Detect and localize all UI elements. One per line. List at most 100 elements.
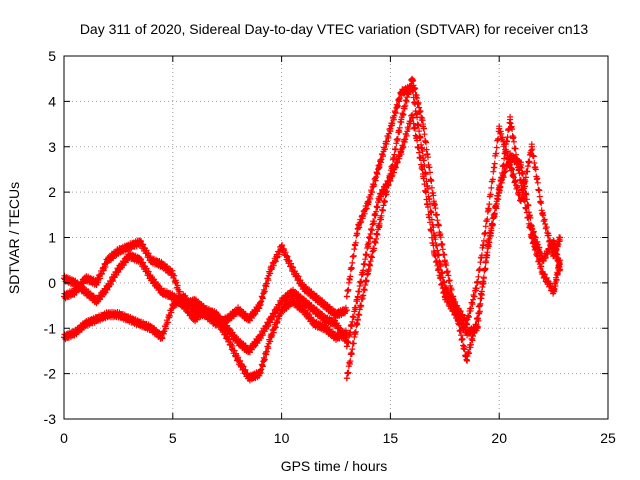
data-point bbox=[333, 320, 339, 327]
data-point bbox=[104, 257, 111, 264]
data-point bbox=[517, 180, 524, 187]
data-point bbox=[420, 170, 427, 177]
y-tick-label: 4 bbox=[48, 93, 56, 109]
x-tick-label: 5 bbox=[169, 430, 177, 446]
data-point bbox=[115, 311, 122, 318]
data-point bbox=[322, 325, 329, 332]
chart-title: Day 311 of 2020, Sidereal Day-to-day VTE… bbox=[80, 21, 589, 37]
data-point bbox=[463, 329, 470, 336]
data-point bbox=[71, 288, 78, 295]
data-point bbox=[311, 293, 318, 300]
data-point bbox=[496, 125, 503, 132]
data-point bbox=[82, 320, 89, 327]
data-point bbox=[485, 239, 492, 246]
data-point bbox=[169, 293, 176, 300]
data-point bbox=[409, 111, 416, 118]
data-point bbox=[354, 225, 361, 232]
data-point bbox=[245, 347, 252, 354]
data-point bbox=[409, 84, 416, 91]
x-tick-label: 25 bbox=[600, 430, 616, 446]
data-point bbox=[245, 375, 252, 382]
data-point bbox=[256, 370, 263, 377]
series-track-f bbox=[343, 111, 564, 350]
data-point bbox=[463, 357, 470, 364]
y-tick-label: 5 bbox=[48, 48, 56, 64]
data-point bbox=[126, 243, 133, 250]
y-tick-label: 3 bbox=[48, 139, 56, 155]
y-axis-label: SDTVAR / TECUs bbox=[6, 182, 22, 294]
series-track-c bbox=[61, 237, 350, 356]
data-point bbox=[398, 116, 405, 123]
data-point bbox=[191, 316, 198, 323]
data-point bbox=[496, 189, 503, 196]
data-point bbox=[104, 311, 111, 318]
data-point bbox=[474, 279, 481, 286]
data-point bbox=[376, 193, 383, 200]
data-point bbox=[224, 334, 231, 341]
data-point bbox=[93, 279, 100, 286]
data-point bbox=[71, 279, 78, 286]
y-tick-label: 2 bbox=[48, 184, 56, 200]
data-point bbox=[71, 329, 78, 336]
data-point bbox=[409, 75, 416, 82]
data-point bbox=[539, 270, 546, 277]
data-point bbox=[441, 257, 448, 264]
data-point bbox=[213, 311, 220, 318]
data-point bbox=[137, 257, 144, 264]
data-point bbox=[333, 334, 339, 341]
y-tick-label: 0 bbox=[48, 275, 56, 291]
data-point bbox=[365, 266, 372, 273]
y-tick-label: -1 bbox=[44, 320, 57, 336]
data-point bbox=[158, 261, 165, 268]
data-point bbox=[550, 288, 557, 295]
data-point bbox=[148, 325, 155, 332]
data-point bbox=[256, 302, 263, 309]
data-point bbox=[474, 325, 481, 332]
data-point bbox=[387, 175, 394, 182]
series-track-e bbox=[343, 82, 564, 328]
data-point bbox=[158, 334, 165, 341]
data-point bbox=[148, 275, 155, 282]
data-point bbox=[430, 248, 437, 255]
data-point bbox=[126, 316, 133, 323]
data-point bbox=[235, 307, 242, 314]
data-point bbox=[104, 284, 111, 291]
grid-lines bbox=[64, 56, 608, 419]
data-point bbox=[300, 298, 307, 305]
data-point bbox=[148, 257, 155, 264]
x-tick-label: 20 bbox=[491, 430, 507, 446]
data-point bbox=[539, 211, 546, 218]
data-point bbox=[557, 257, 564, 264]
data-point bbox=[550, 252, 557, 259]
data-point bbox=[245, 316, 252, 323]
x-tick-label: 15 bbox=[383, 430, 399, 446]
data-point bbox=[137, 320, 144, 327]
data-point bbox=[322, 316, 329, 323]
data-point bbox=[420, 121, 427, 128]
data-point bbox=[452, 311, 459, 318]
data-marks bbox=[61, 75, 564, 384]
data-point bbox=[169, 270, 176, 277]
data-point bbox=[343, 307, 350, 314]
data-point bbox=[311, 320, 318, 327]
y-tick-label: -2 bbox=[44, 366, 57, 382]
data-point bbox=[333, 311, 339, 318]
y-tick-label: -3 bbox=[44, 411, 57, 427]
data-point bbox=[539, 257, 546, 264]
data-point bbox=[507, 161, 514, 168]
data-point bbox=[93, 298, 100, 305]
data-point bbox=[202, 307, 209, 314]
data-point bbox=[267, 266, 274, 273]
data-point bbox=[441, 293, 448, 300]
data-point bbox=[365, 239, 372, 246]
data-point bbox=[398, 89, 405, 96]
data-point bbox=[557, 234, 564, 241]
data-point bbox=[507, 116, 514, 123]
data-point bbox=[191, 307, 198, 314]
data-point bbox=[82, 288, 89, 295]
data-point bbox=[376, 161, 383, 168]
data-point bbox=[354, 316, 361, 323]
data-point bbox=[191, 298, 198, 305]
data-point bbox=[256, 334, 263, 341]
